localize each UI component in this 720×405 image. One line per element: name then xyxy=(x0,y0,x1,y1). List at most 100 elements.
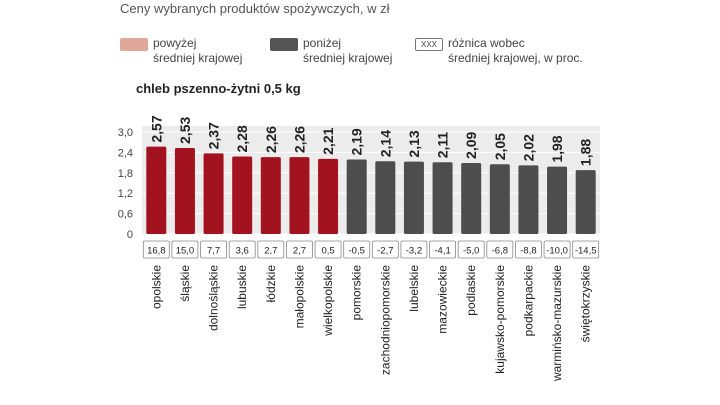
legend-swatch-above xyxy=(120,38,148,51)
category-label: świętokrzyskie xyxy=(579,265,593,343)
difference-label: 15,0 xyxy=(176,246,195,257)
difference-box xyxy=(286,240,313,259)
bar-value-label: 1,98 xyxy=(549,135,565,162)
bar-value-label: 2,02 xyxy=(520,134,536,161)
category-label: opolskie xyxy=(149,265,163,309)
bar xyxy=(232,156,253,234)
difference-box xyxy=(515,240,542,259)
bar xyxy=(375,161,396,234)
category-label: dolnośląskie xyxy=(207,265,221,331)
bar xyxy=(489,164,510,234)
y-tick-label: 1,2 xyxy=(118,188,133,200)
category-label: warmińsko-mazurskie xyxy=(550,265,564,382)
legend-swatch-below xyxy=(270,38,298,51)
bar-value-label: 2,21 xyxy=(320,127,336,154)
chart-subtitle: Ceny wybranych produktów spożywczych, w … xyxy=(120,1,390,16)
difference-label: 3,6 xyxy=(236,246,249,257)
difference-label: -2,7 xyxy=(377,246,393,257)
bar xyxy=(318,158,339,234)
bar xyxy=(547,166,568,234)
legend-text-above: powyżej średniej krajowej xyxy=(153,36,242,66)
bar xyxy=(146,146,167,234)
category-label: małopolskie xyxy=(292,265,306,329)
difference-box xyxy=(572,240,600,259)
difference-label: -6,8 xyxy=(492,246,508,257)
difference-label: 0,5 xyxy=(321,246,334,257)
category-label: kujawsko-pomorskie xyxy=(493,265,507,374)
bar xyxy=(289,157,310,234)
bar-value-label: 2,57 xyxy=(148,115,164,142)
difference-box xyxy=(486,240,514,259)
bar xyxy=(403,161,424,234)
difference-label: 2,7 xyxy=(264,246,277,257)
bar xyxy=(260,157,281,234)
bar-value-label: 2,11 xyxy=(435,132,451,159)
bar xyxy=(575,170,596,234)
bar xyxy=(518,165,539,234)
legend-text-below: poniżej średniej krajowej xyxy=(303,36,392,66)
category-label: podlaskie xyxy=(464,265,478,316)
bar-value-label: 2,53 xyxy=(177,117,193,144)
y-tick-label: 0 xyxy=(127,229,133,241)
difference-label: -0,5 xyxy=(349,246,365,257)
difference-box xyxy=(171,240,199,259)
difference-box xyxy=(400,240,428,259)
difference-label: -3,2 xyxy=(406,246,422,257)
category-label: podkarpackie xyxy=(521,265,535,337)
bar-value-label: 2,37 xyxy=(206,122,222,149)
y-tick-label: 0,6 xyxy=(118,209,133,221)
legend-above-line2: średniej krajowej xyxy=(153,51,243,65)
y-tick-label: 3,0 xyxy=(118,127,133,139)
difference-box xyxy=(429,240,456,259)
y-tick-label: 2,4 xyxy=(118,147,133,159)
category-label: łódzkie xyxy=(264,265,278,303)
category-label: lubuskie xyxy=(235,265,249,309)
difference-label: 7,7 xyxy=(207,246,220,257)
bar xyxy=(203,153,224,234)
bar-value-label: 2,05 xyxy=(492,133,508,160)
legend-below-line2: średniej krajowej xyxy=(303,51,393,65)
difference-box xyxy=(314,240,342,259)
difference-label: -4,1 xyxy=(434,246,450,257)
legend-diff-line2: średniej krajowej, w proc. xyxy=(448,51,583,65)
bar-value-label: 2,19 xyxy=(349,128,365,155)
bar xyxy=(432,162,453,234)
bar xyxy=(346,159,367,234)
bar-value-label: 2,13 xyxy=(406,130,422,157)
difference-label: -10,0 xyxy=(546,246,568,257)
difference-box xyxy=(228,240,256,259)
bar xyxy=(174,147,195,234)
y-tick-label: 1,8 xyxy=(118,168,133,180)
difference-box xyxy=(371,240,399,259)
chart-title: chleb pszenno-żytni 0,5 kg xyxy=(136,81,301,96)
bar-value-label: 1,88 xyxy=(578,139,594,166)
category-label: lubelskie xyxy=(407,265,421,312)
category-label: pomorskie xyxy=(350,265,364,321)
bar-value-label: 2,26 xyxy=(263,126,279,153)
category-label: mazowieckie xyxy=(436,265,450,334)
legend-swatch-difference: XXX xyxy=(415,38,443,51)
difference-box xyxy=(257,240,285,259)
difference-label: 16,8 xyxy=(147,246,166,257)
difference-box xyxy=(543,240,571,259)
difference-label: -14,5 xyxy=(575,246,597,257)
bar-value-label: 2,28 xyxy=(234,125,250,152)
bar-value-label: 2,09 xyxy=(463,131,479,158)
difference-box xyxy=(142,240,170,259)
difference-label: 2,7 xyxy=(293,246,306,257)
category-label: wielkopolskie xyxy=(321,265,335,337)
legend-diff-line1: różnica wobec xyxy=(448,36,525,50)
legend-above-line1: powyżej xyxy=(153,36,197,50)
legend-below-line1: poniżej xyxy=(303,36,342,50)
bar-value-label: 2,14 xyxy=(377,130,393,157)
bar xyxy=(461,162,482,234)
difference-box xyxy=(457,240,485,259)
bar-value-label: 2,26 xyxy=(291,126,307,153)
difference-box xyxy=(200,240,227,259)
difference-label: -5,0 xyxy=(463,246,479,257)
legend-text-difference: różnica wobec średniej krajowej, w proc. xyxy=(448,36,583,66)
category-label: śląskie xyxy=(178,265,192,302)
category-label: zachodniopomorskie xyxy=(378,265,392,375)
difference-box xyxy=(343,240,371,259)
